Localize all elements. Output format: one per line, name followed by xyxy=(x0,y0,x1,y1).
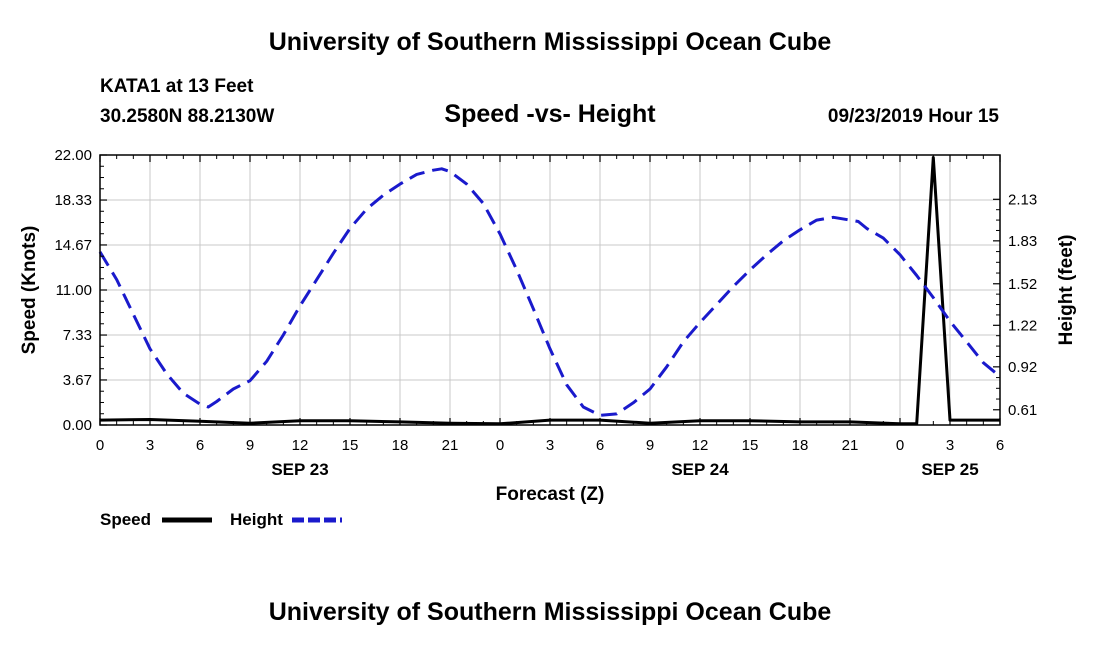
y2-tick-label: 2.13 xyxy=(1008,191,1037,208)
y2-tick-label: 1.83 xyxy=(1008,233,1037,250)
day-label: SEP 25 xyxy=(921,460,978,479)
x-tick-label: 18 xyxy=(792,437,809,454)
y-tick-label: 3.67 xyxy=(63,372,92,389)
y-tick-label: 18.33 xyxy=(54,192,92,209)
y-tick-label: 14.67 xyxy=(54,237,92,254)
x-tick-label: 6 xyxy=(996,437,1004,454)
y-tick-label: 0.00 xyxy=(63,417,92,434)
x-tick-label: 3 xyxy=(546,437,554,454)
x-tick-label: 18 xyxy=(392,437,409,454)
y2-tick-label: 1.22 xyxy=(1008,317,1037,334)
day-label: SEP 23 xyxy=(271,460,328,479)
station-name: KATA1 at 13 Feet xyxy=(100,76,254,97)
x-tick-label: 3 xyxy=(146,437,154,454)
axis-layer: 0 3 6 9 12 15 18 21 0 3 6 9 12 15 18 21 0 3 6 0.00 3.67 7.33 1… xyxy=(54,147,1037,479)
y2-tick-label: 0.92 xyxy=(1008,359,1037,376)
grid-lines xyxy=(100,155,1000,425)
legend: Speed Height xyxy=(100,510,342,529)
y-axis-label: Speed (Knots) xyxy=(19,226,40,355)
day-label: SEP 24 xyxy=(671,460,729,479)
x-tick-label: 15 xyxy=(742,437,759,454)
x-axis-label: Forecast (Z) xyxy=(496,484,605,505)
x-tick-label: 12 xyxy=(292,437,309,454)
x-tick-label: 15 xyxy=(342,437,359,454)
height-series-line xyxy=(98,167,1001,417)
x-tick-label: 0 xyxy=(896,437,904,454)
legend-height-label: Height xyxy=(230,510,283,529)
x-tick-label: 0 xyxy=(96,437,104,454)
y2-tick-label: 0.61 xyxy=(1008,402,1037,419)
x-tick-label: 21 xyxy=(442,437,459,454)
x-tick-label: 21 xyxy=(842,437,859,454)
legend-speed-label: Speed xyxy=(100,510,151,529)
y-tick-label: 11.00 xyxy=(56,282,92,299)
x-tick-label: 9 xyxy=(246,437,254,454)
chart-title: Speed -vs- Height xyxy=(444,100,656,128)
x-tick-label: 0 xyxy=(496,437,504,454)
y-tick-label: 22.00 xyxy=(54,147,92,164)
y2-tick-label: 1.52 xyxy=(1008,276,1037,293)
x-tick-label: 6 xyxy=(596,437,604,454)
x-tick-label: 9 xyxy=(646,437,654,454)
forecast-timestamp: 09/23/2019 Hour 15 xyxy=(827,106,999,127)
bottom-title: University of Southern Mississippi Ocean… xyxy=(268,598,832,626)
y-tick-label: 7.33 xyxy=(63,327,92,344)
x-tick-label: 12 xyxy=(692,437,709,454)
y2-axis-label: Height (feet) xyxy=(1056,235,1077,346)
top-title: University of Southern Mississippi Ocean… xyxy=(268,28,832,56)
x-tick-label: 6 xyxy=(196,437,204,454)
x-tick-label: 3 xyxy=(946,437,954,454)
station-coordinates: 30.2580N 88.2130W xyxy=(100,106,275,127)
